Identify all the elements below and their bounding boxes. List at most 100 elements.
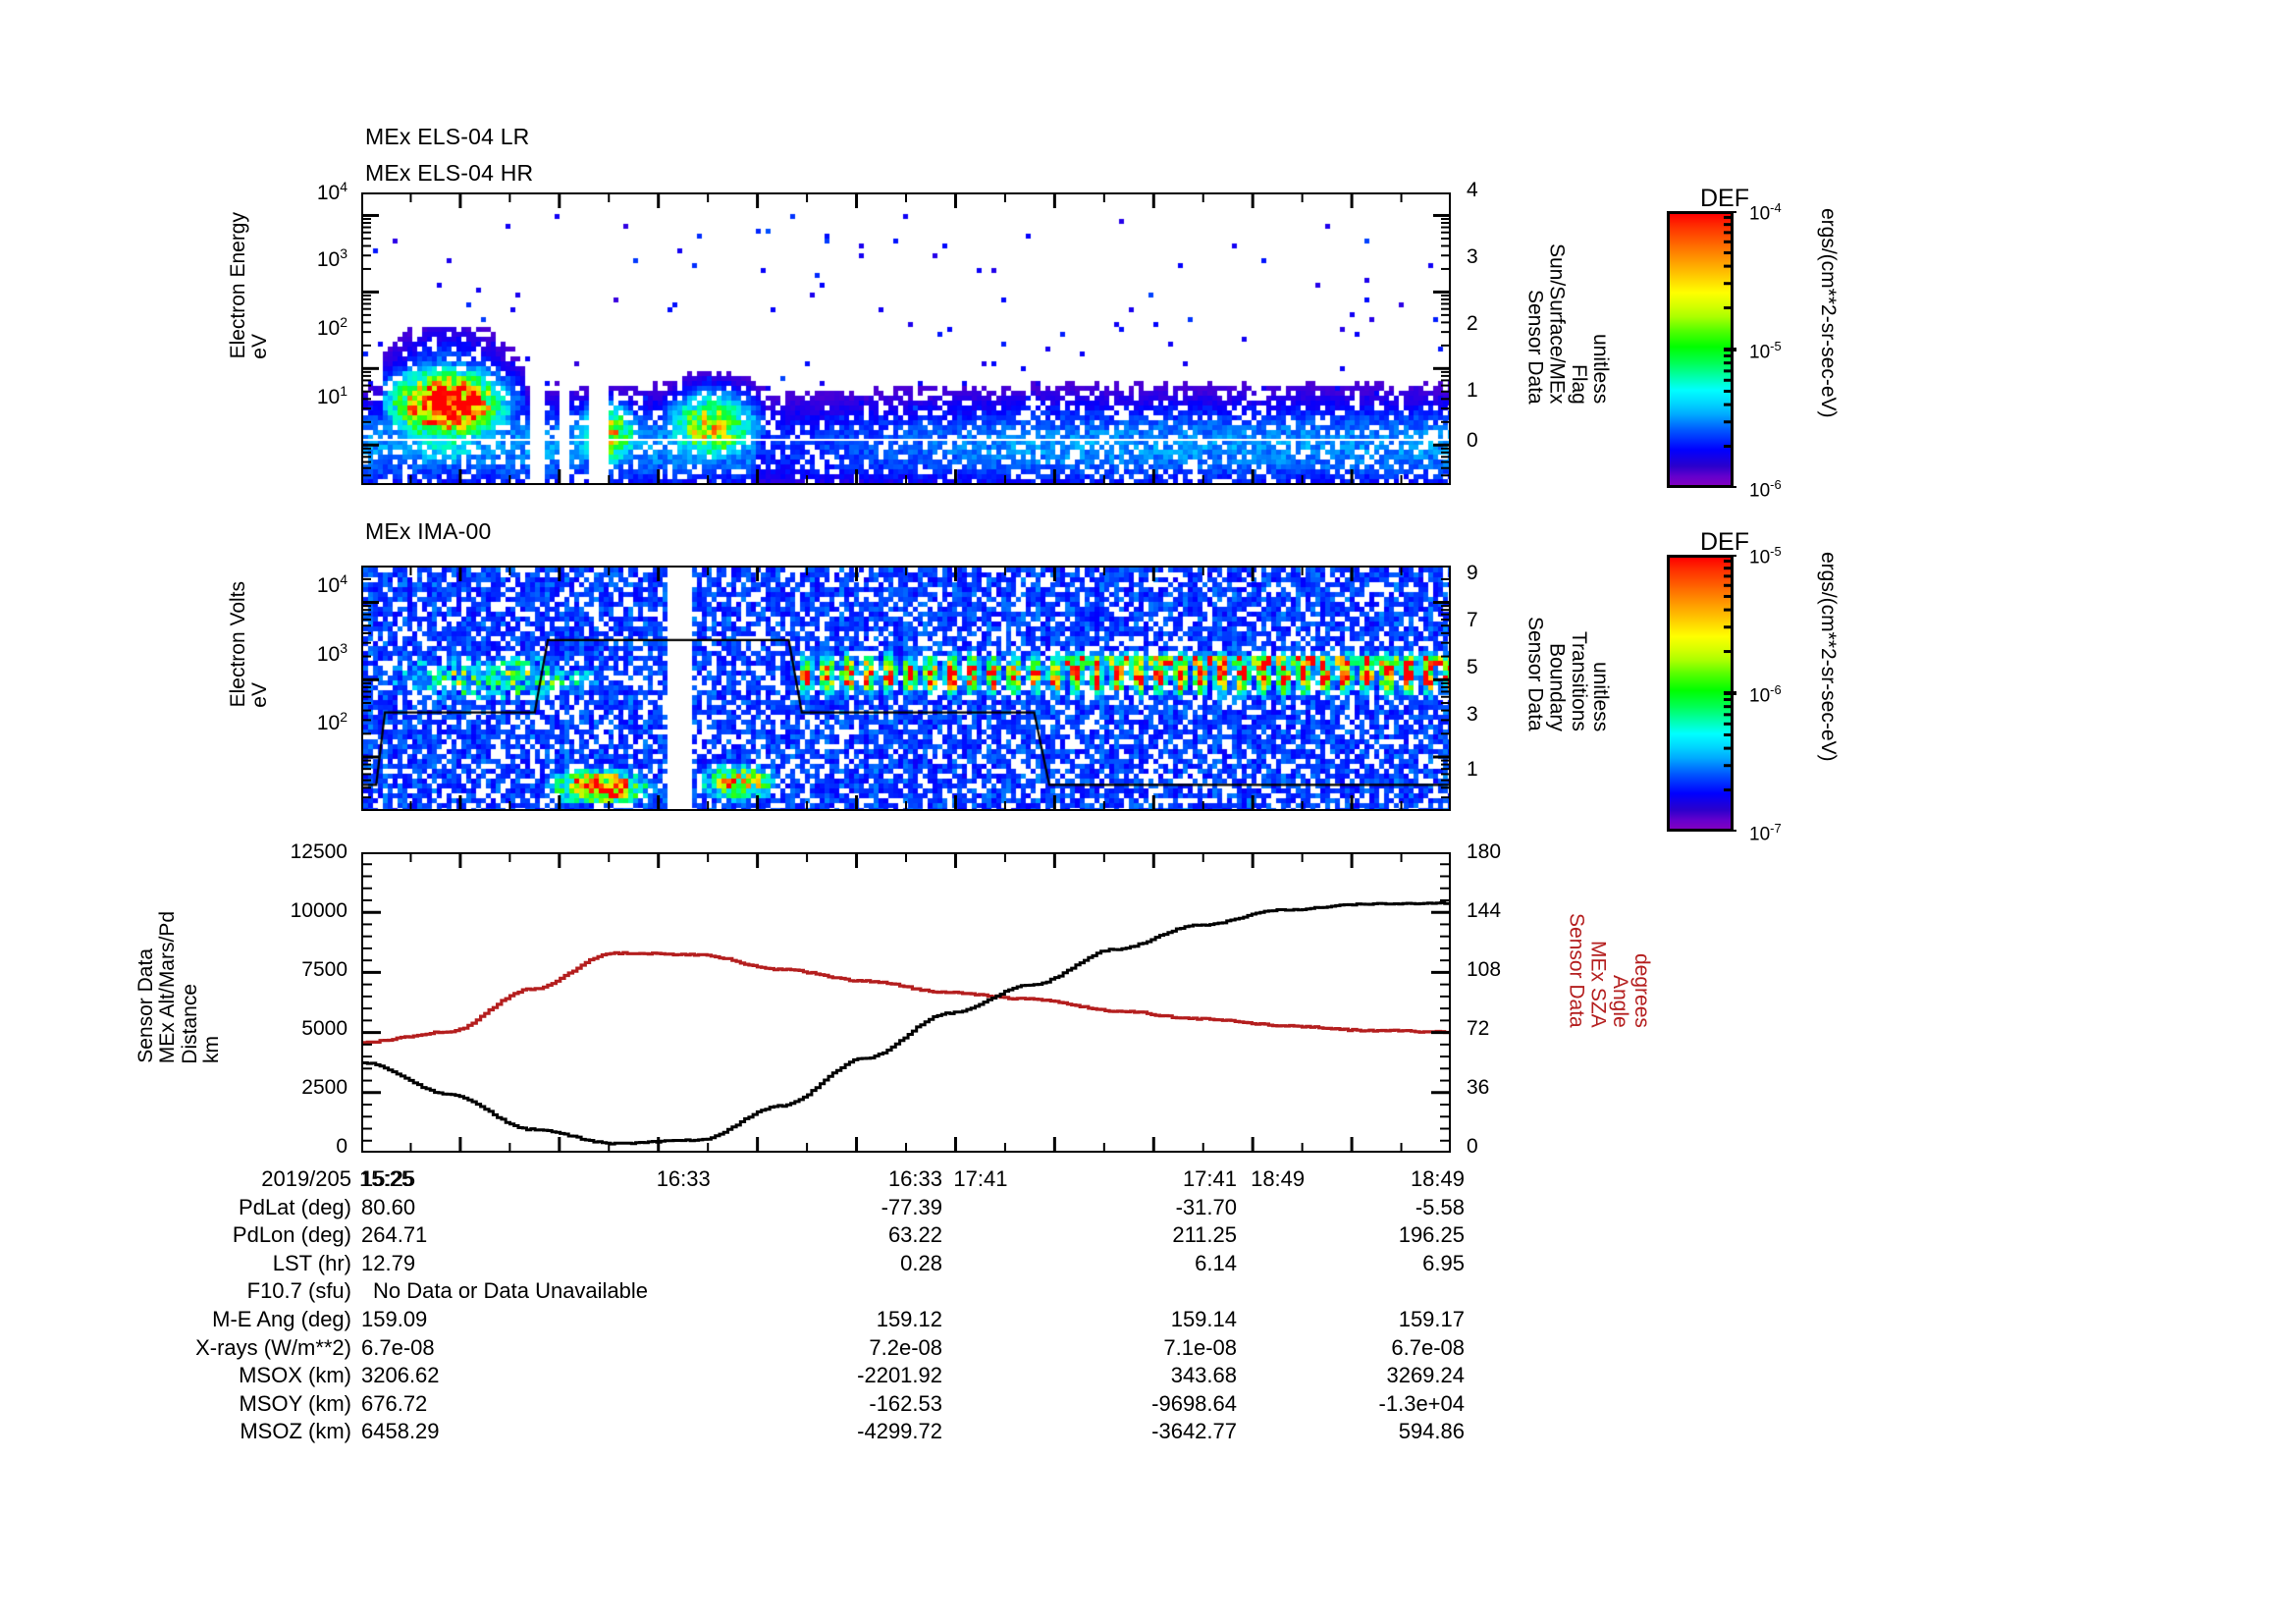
- panel-sza-raxis-l1: Sensor Data: [1565, 913, 1588, 1028]
- table-row: F10.7 (sfu) No Data or Data Unavailable: [0, 1278, 1453, 1307]
- table-row: MSOX (km) 3206.62 -2201.92 343.68 3269.24: [0, 1363, 1465, 1391]
- table-cell: 80.60: [361, 1194, 416, 1219]
- panel-ima-raxis-l2: Boundary: [1545, 642, 1569, 731]
- panel-sza-rtick-144: 144: [1467, 899, 1502, 922]
- panel-sza-rtick-0: 0: [1467, 1135, 1478, 1158]
- table-cell: -162.53: [869, 1390, 942, 1416]
- panel-sza-rtick-180: 180: [1467, 840, 1502, 863]
- panel-ima-rtick-9: 9: [1467, 562, 1478, 584]
- panel-els-title-lr: MEx ELS-04 LR: [365, 124, 530, 149]
- panel-els-raxis-l1: Sensor Data: [1523, 289, 1547, 405]
- panel-ima-plot-area: [361, 566, 1451, 811]
- table-cell: -5.58: [1415, 1194, 1465, 1219]
- table-row-label: M-E Ang (deg): [212, 1306, 351, 1331]
- colorbar-els-title: DEF: [1700, 185, 1749, 212]
- table-row: LST (hr) 12.79 0.28 6.14 6.95: [0, 1250, 1465, 1279]
- panel-alt-ytick-12500: 12500: [290, 840, 347, 863]
- panel-els-raxis-l2: Sun/Surface/MEx: [1545, 243, 1569, 405]
- table-row-note: No Data or Data Unavailable: [373, 1278, 649, 1304]
- panel-sza-rtick-72: 72: [1467, 1017, 1490, 1040]
- table-cell: 159.09: [361, 1306, 428, 1331]
- panel-sza-rtick-108: 108: [1467, 958, 1502, 981]
- table-cell: 3206.62: [361, 1363, 440, 1388]
- xaxis-tick-label: 15:25: [359, 1166, 414, 1191]
- table-row: MSOZ (km) 6458.29 -4299.72 -3642.77 594.86: [0, 1419, 1465, 1447]
- table-cell: 7.1e-08: [1163, 1334, 1237, 1360]
- colorbar-els-unit: ergs/(cm**2-sr-sec-eV): [1816, 208, 1840, 424]
- panel-sza-raxis-l4: degrees: [1630, 952, 1653, 1028]
- table-cell: 159.14: [1170, 1306, 1237, 1331]
- panel-els-ytick-10e3: 103: [316, 245, 347, 271]
- panel-alt-ytick-7500: 7500: [301, 958, 347, 981]
- table-row-label: MSOZ (km): [240, 1419, 351, 1444]
- panel-alt-yaxis-l4: km: [199, 1036, 223, 1064]
- ephemeris-table: 2019/205 15:25 16:33 17:41 18:49 PdLat (deg) 8…: [0, 1166, 1465, 1447]
- panel-ima-raxis-l4: unitless: [1589, 661, 1612, 731]
- colorbar-ima-tick-bot: 10-7: [1749, 821, 1782, 845]
- colorbar-ima-title: DEF: [1700, 528, 1749, 556]
- table-cell: 3269.24: [1386, 1363, 1465, 1388]
- panel-els-ytick-10e4: 104: [316, 179, 347, 204]
- colorbar-els-tick-bot: 10-6: [1749, 477, 1782, 502]
- panel-els-rtick-4: 4: [1467, 179, 1478, 201]
- table-cell: 264.71: [361, 1222, 428, 1248]
- panel-alt-yaxis-label: Sensor DataMEx Alt/Mars/PdDistancekm: [134, 911, 223, 1068]
- table-cell: 17:41: [1182, 1166, 1237, 1191]
- table-cell: -77.39: [881, 1194, 942, 1219]
- colorbar-els-unit-text: ergs/(cm**2-sr-sec-eV): [1817, 208, 1840, 418]
- colorbar-els-tickmarks: [1724, 211, 1736, 488]
- panel-els-title-hr: MEx ELS-04 HR: [365, 160, 534, 186]
- panel-ima-ytick-10e4: 104: [316, 571, 347, 597]
- table-row: X-rays (W/m**2) 6.7e-08 7.2e-08 7.1e-08 6.7e…: [0, 1334, 1465, 1364]
- colorbar-ima-tick-mid: 10-6: [1749, 682, 1782, 707]
- panel-alt-yaxis-l3: Distance: [178, 983, 201, 1064]
- table-row: 2019/205 15:25 16:33 17:41 18:49: [0, 1166, 1465, 1195]
- panel-els-rtick-1: 1: [1467, 379, 1478, 402]
- panel-alt-ytick-0: 0: [336, 1135, 347, 1158]
- table-cell: 6.7e-08: [1391, 1334, 1465, 1360]
- panel-els-yaxis-label-line2: eV: [248, 333, 272, 359]
- table-cell: 6.14: [1195, 1250, 1237, 1275]
- panel-alt-yaxis-l1: Sensor Data: [134, 948, 157, 1064]
- panel-els-tickmarks: [361, 192, 1451, 485]
- panel-alt-yaxis-l2: MEx Alt/Mars/Pd: [156, 911, 180, 1064]
- table-cell: 63.22: [887, 1222, 942, 1248]
- panel-els-rtick-0: 0: [1467, 429, 1478, 452]
- table-cell: -4299.72: [857, 1419, 942, 1444]
- panel-sza-rtick-36: 36: [1467, 1076, 1490, 1099]
- colorbar-ima-tickmarks: [1724, 555, 1736, 832]
- panel-sza-raxis-label: Sensor DataMEx SZAAngledegrees: [1565, 913, 1653, 1033]
- table-cell: 159.12: [876, 1306, 942, 1331]
- table-cell: 6.7e-08: [361, 1334, 435, 1360]
- colorbar-els-tick-top: 10-4: [1749, 200, 1782, 225]
- table-cell: 7.2e-08: [869, 1334, 942, 1360]
- table-cell: 18:49: [1410, 1166, 1465, 1191]
- table-cell: 159.17: [1398, 1306, 1465, 1331]
- table-cell: -3642.77: [1151, 1419, 1237, 1444]
- panel-ima-raxis-l1: Sensor Data: [1523, 617, 1547, 731]
- panel-sza-raxis-l2: MEx SZA: [1586, 941, 1610, 1028]
- xaxis-tick-label: 18:49: [1251, 1166, 1306, 1191]
- table-cell: 594.86: [1398, 1419, 1465, 1444]
- panel-alt-ytick-5000: 5000: [301, 1017, 347, 1040]
- table-row: PdLat (deg) 80.60 -77.39 -31.70 -5.58: [0, 1194, 1465, 1223]
- altitude-distance-curve: [363, 901, 1449, 1146]
- xaxis-tick-label: 16:33: [656, 1166, 711, 1191]
- panel-alt-sza-plot-area: [361, 852, 1451, 1153]
- colorbar-ima-unit: ergs/(cm**2-sr-sec-eV): [1816, 552, 1840, 768]
- colorbar-ima-unit-text: ergs/(cm**2-sr-sec-eV): [1817, 552, 1840, 762]
- table-row-label: F10.7 (sfu): [246, 1278, 351, 1304]
- table-cell: 16:33: [887, 1166, 942, 1191]
- table-cell: -2201.92: [857, 1363, 942, 1388]
- table-cell: 6.95: [1422, 1250, 1465, 1275]
- panel-ima-tickmarks: [361, 566, 1451, 811]
- colorbar-ima-tick-top: 10-5: [1749, 544, 1782, 568]
- table-row-label: 2019/205: [261, 1166, 351, 1191]
- table-cell: 15:25: [361, 1166, 416, 1191]
- table-row-label: LST (hr): [272, 1250, 351, 1275]
- panel-els-raxis-label: Sensor DataSun/Surface/MExFlagunitless: [1523, 243, 1612, 409]
- panel-ima-ytick-10e2: 102: [316, 709, 347, 734]
- panel-ima-yaxis-label: Electron VoltseV: [227, 581, 272, 713]
- table-row: MSOY (km) 676.72 -162.53 -9698.64 -1.3e+04: [0, 1390, 1465, 1420]
